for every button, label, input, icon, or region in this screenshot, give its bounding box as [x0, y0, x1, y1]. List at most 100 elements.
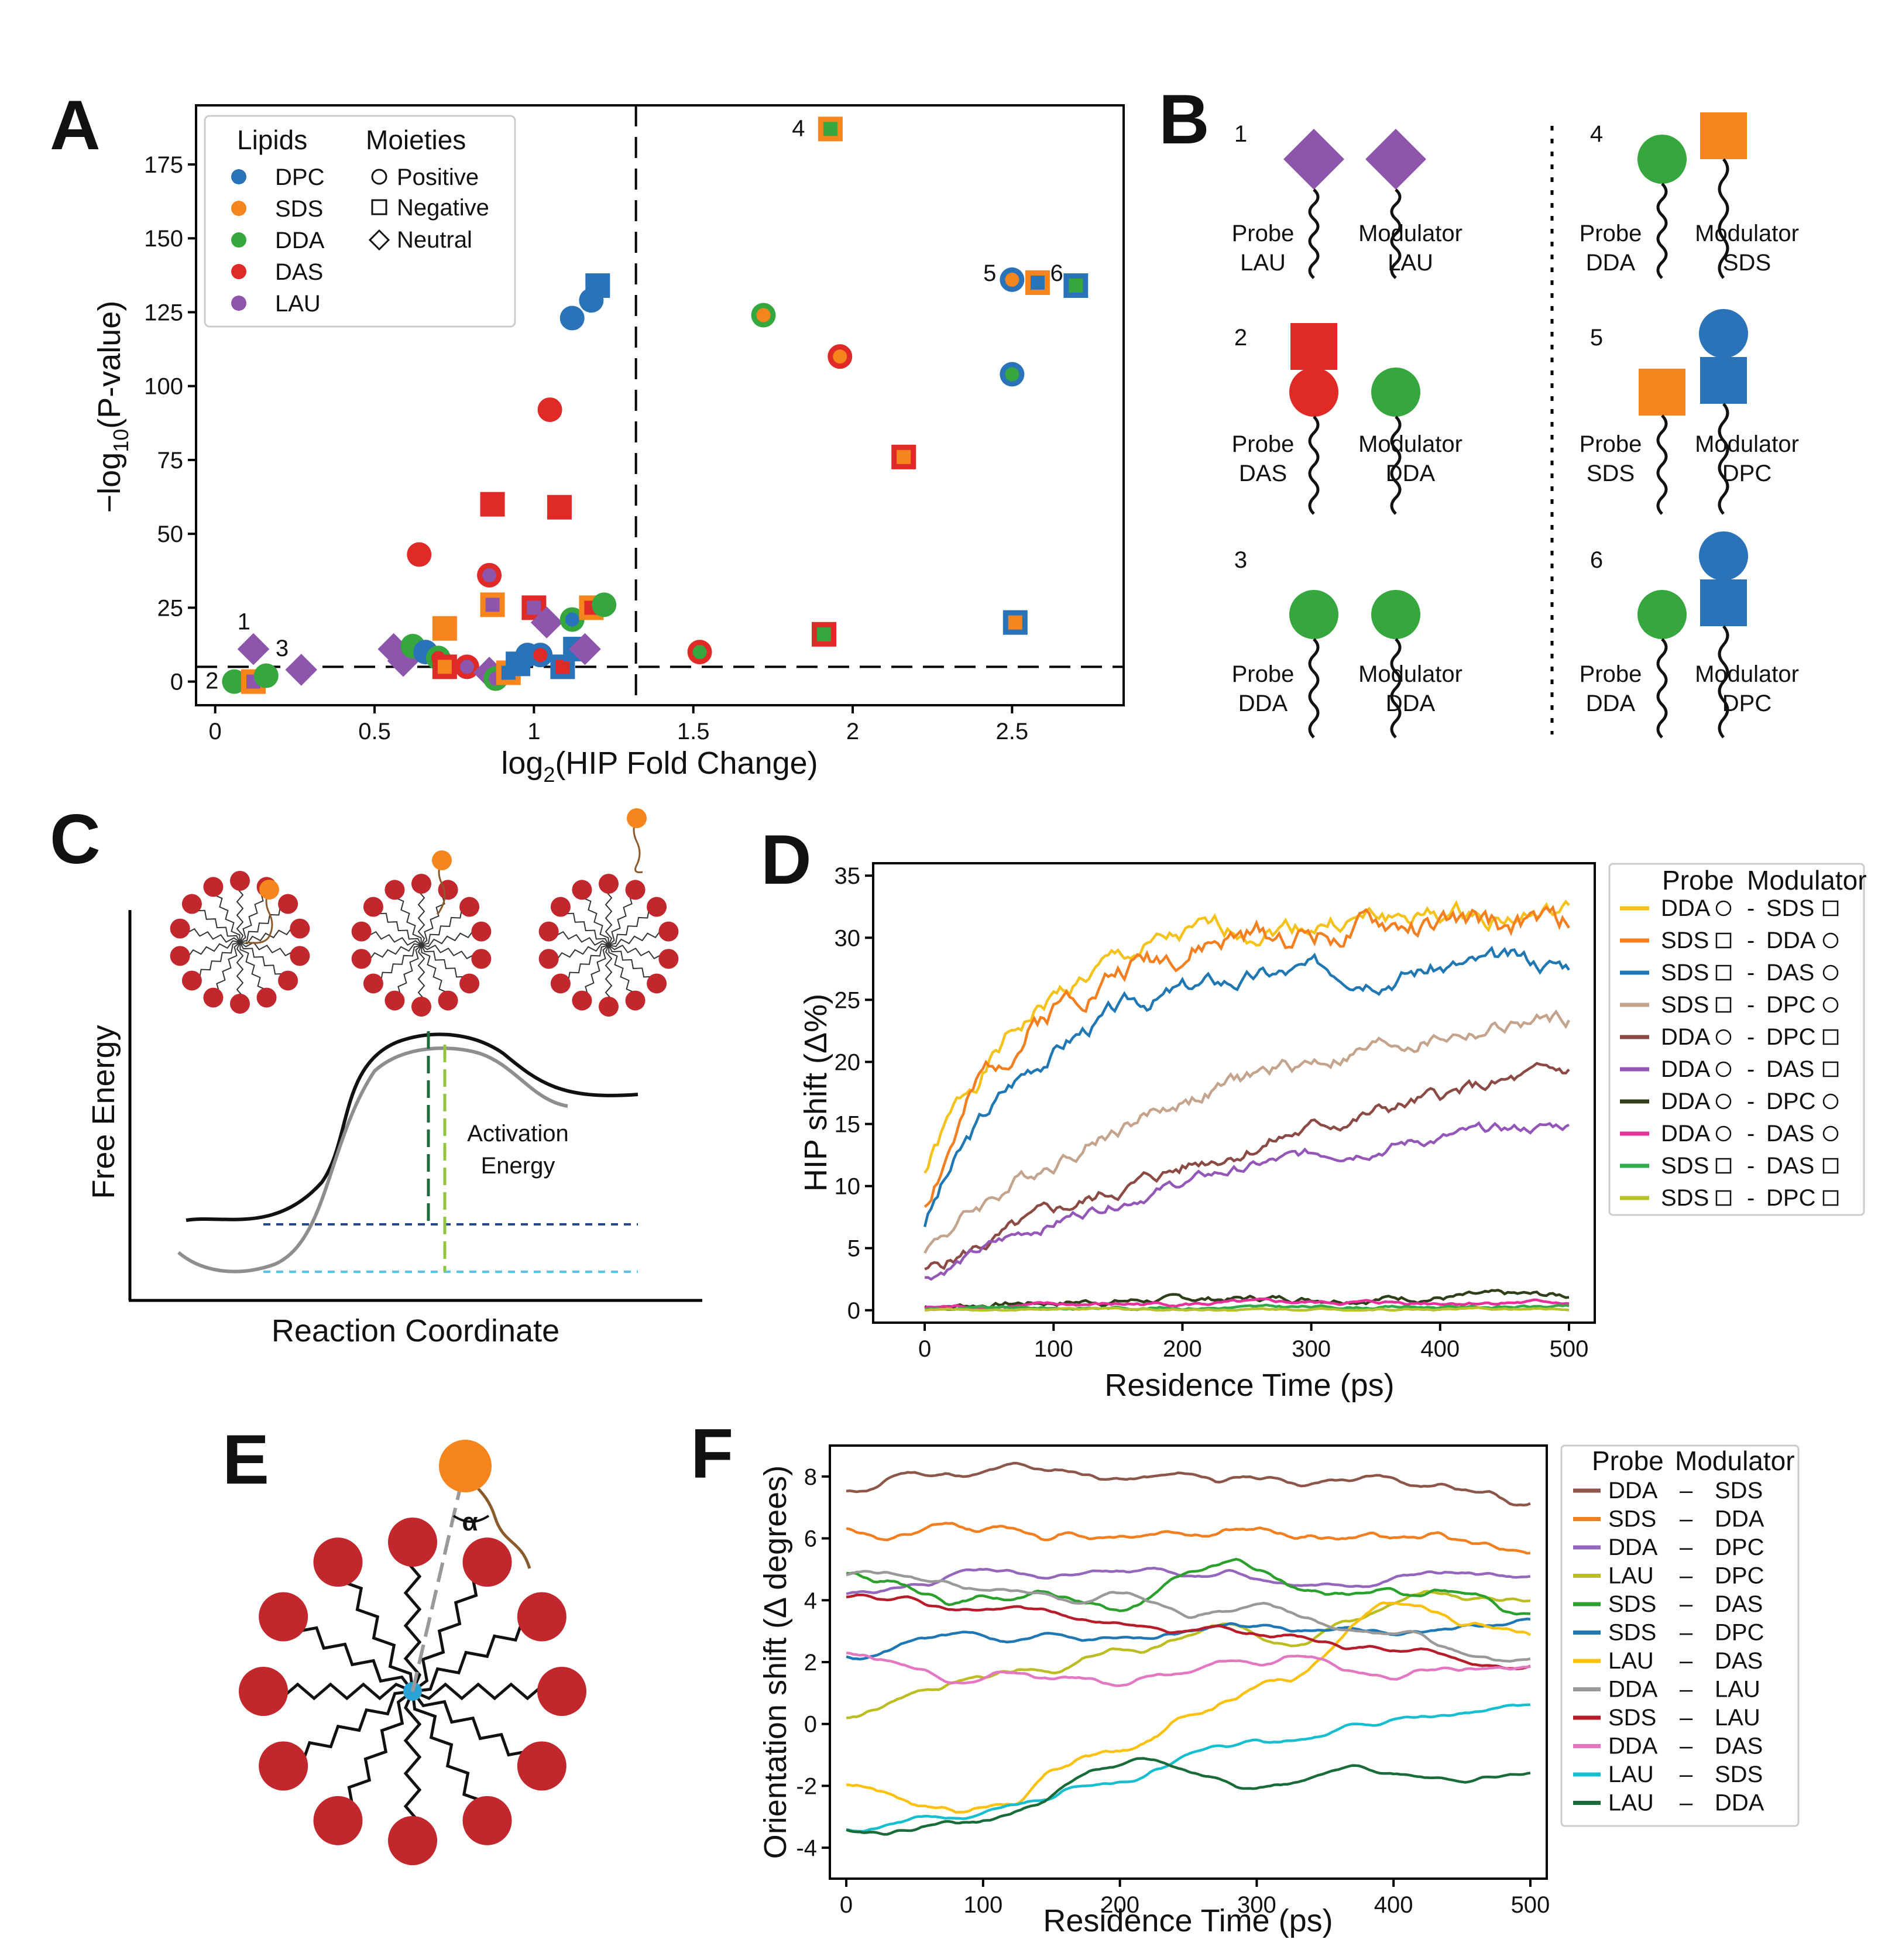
- panel-d-series: [923, 900, 1571, 1312]
- panel-a-y-ticks: 0 25 50 75 100 125 150 175: [144, 152, 196, 695]
- series-line: [923, 900, 1570, 1174]
- micelle-head: [384, 990, 405, 1011]
- series-line: [924, 1297, 1570, 1311]
- point-number-label: 4: [792, 115, 805, 141]
- panel-letter-e: E: [222, 1420, 269, 1499]
- data-point-inner: [485, 598, 500, 612]
- legend-mod-square-icon: [1822, 900, 1839, 917]
- x-tick-label: 400: [1420, 1336, 1460, 1362]
- micelle-tail: [397, 945, 422, 996]
- micelle-tail: [421, 944, 475, 960]
- legend-modulator: DAS: [1766, 1121, 1814, 1147]
- legend-dash: –: [1680, 1648, 1693, 1674]
- series-line: [846, 1652, 1531, 1687]
- legend-modulator: DPC: [1766, 992, 1815, 1018]
- legend-probe-circle-icon: [1715, 900, 1732, 917]
- y-tick-label: 20: [835, 1049, 861, 1075]
- micelle-head: [181, 894, 202, 914]
- micelle-head: [599, 997, 619, 1017]
- panel-letter-f: F: [691, 1415, 733, 1493]
- micelle-tail: [412, 1619, 524, 1693]
- lipid-tail: [1656, 638, 1668, 739]
- legend-modulator: DAS: [1715, 1648, 1763, 1674]
- x-tick-label: 1: [527, 719, 540, 744]
- micelle-tail: [605, 945, 613, 1000]
- legend-modulator: DPC: [1766, 1089, 1815, 1114]
- legend-probe: SDS: [1661, 928, 1709, 953]
- legend-modulator: DPC: [1715, 1535, 1764, 1560]
- legend-modulator: DPC: [1766, 1024, 1815, 1050]
- micelle-tail: [239, 942, 266, 990]
- micelle-tail: [582, 897, 609, 946]
- data-point-inner: [1030, 275, 1045, 290]
- legend-dash: -: [1747, 1121, 1755, 1147]
- x-tick-label: 1.5: [677, 719, 710, 744]
- micelle-head: [462, 1537, 512, 1587]
- data-point-inner: [226, 673, 243, 690]
- micelle-head: [230, 994, 250, 1014]
- micelle-head: [459, 973, 480, 994]
- lipid-tail: [1390, 416, 1402, 515]
- micelle-head: [411, 874, 431, 894]
- legend-lipid-label: DPC: [275, 164, 324, 190]
- micelle-head: [363, 897, 383, 917]
- micelle-head: [517, 1741, 567, 1791]
- legend-probe-circle-icon: [1715, 1061, 1732, 1077]
- series-line: [924, 1062, 1570, 1271]
- orientation-axis-line: [411, 1465, 467, 1692]
- energy-curve-black: [186, 1032, 638, 1222]
- micelle-tail: [608, 909, 650, 946]
- micelle-tail: [280, 1682, 413, 1701]
- modulator-lipid-label: DDA: [1386, 691, 1436, 716]
- pair-number: 6: [1590, 547, 1603, 573]
- legend-mod-square-icon: [1822, 1061, 1839, 1077]
- legend-dash: –: [1680, 1734, 1693, 1759]
- legend-probe: DDA: [1608, 1677, 1658, 1702]
- modulator-head-shape-square: [1700, 579, 1747, 626]
- micelle-tail: [369, 943, 422, 961]
- legend-modulator: DPC: [1715, 1563, 1764, 1589]
- probe-lipid-label: DDA: [1586, 250, 1636, 276]
- micelle-head: [170, 918, 190, 939]
- micelle-tail: [421, 895, 445, 946]
- data-point-inner: [436, 620, 453, 637]
- legend-dash: -: [1747, 960, 1755, 986]
- panel-d-legend-mod-title: Modulator: [1747, 865, 1867, 895]
- y-tick-label: 125: [144, 300, 183, 325]
- panel-a-frame: [195, 104, 1125, 706]
- legend-dash: –: [1680, 1591, 1693, 1617]
- data-point-inner: [596, 596, 613, 613]
- series-line: [846, 1703, 1530, 1833]
- modulator-head-shape: [1371, 590, 1420, 639]
- y-tick-label: 75: [157, 448, 184, 473]
- panel-a-y-label: −log10(P-value): [92, 301, 133, 513]
- micelle-tail: [377, 912, 422, 946]
- legend-modulator: DAS: [1715, 1591, 1763, 1617]
- legend-dash: –: [1680, 1677, 1693, 1702]
- legend-probe: DDA: [1608, 1478, 1658, 1504]
- y-tick-label: 175: [144, 152, 183, 178]
- micelle-head: [471, 921, 492, 942]
- legend-probe: DDA: [1661, 1089, 1711, 1114]
- probe-lipid-label: LAU: [1240, 250, 1286, 276]
- legend-dash: –: [1680, 1620, 1693, 1646]
- panel-d-frame: [872, 862, 1596, 1324]
- y-tick-label: 25: [835, 987, 861, 1013]
- panel-d-legend-box: [1608, 863, 1865, 1216]
- micelle-tail: [239, 942, 284, 975]
- data-point-inner: [1008, 615, 1022, 630]
- legend-probe: LAU: [1608, 1563, 1654, 1589]
- micelle-tail: [585, 945, 609, 996]
- probe-head: [439, 1440, 492, 1492]
- data-point-inner: [817, 627, 832, 641]
- x-tick-label: 300: [1237, 1892, 1276, 1918]
- data-point-inner: [527, 600, 541, 615]
- modulator-head-shape-square: [1700, 357, 1747, 404]
- pair-number: 2: [1234, 325, 1247, 351]
- probe-lipid-label: SDS: [1587, 461, 1635, 486]
- probe-label: Probe: [1580, 661, 1642, 687]
- micelle-head: [259, 1592, 308, 1642]
- lipid-tail: [1308, 416, 1320, 515]
- probe-lipid-label: DDA: [1238, 691, 1288, 716]
